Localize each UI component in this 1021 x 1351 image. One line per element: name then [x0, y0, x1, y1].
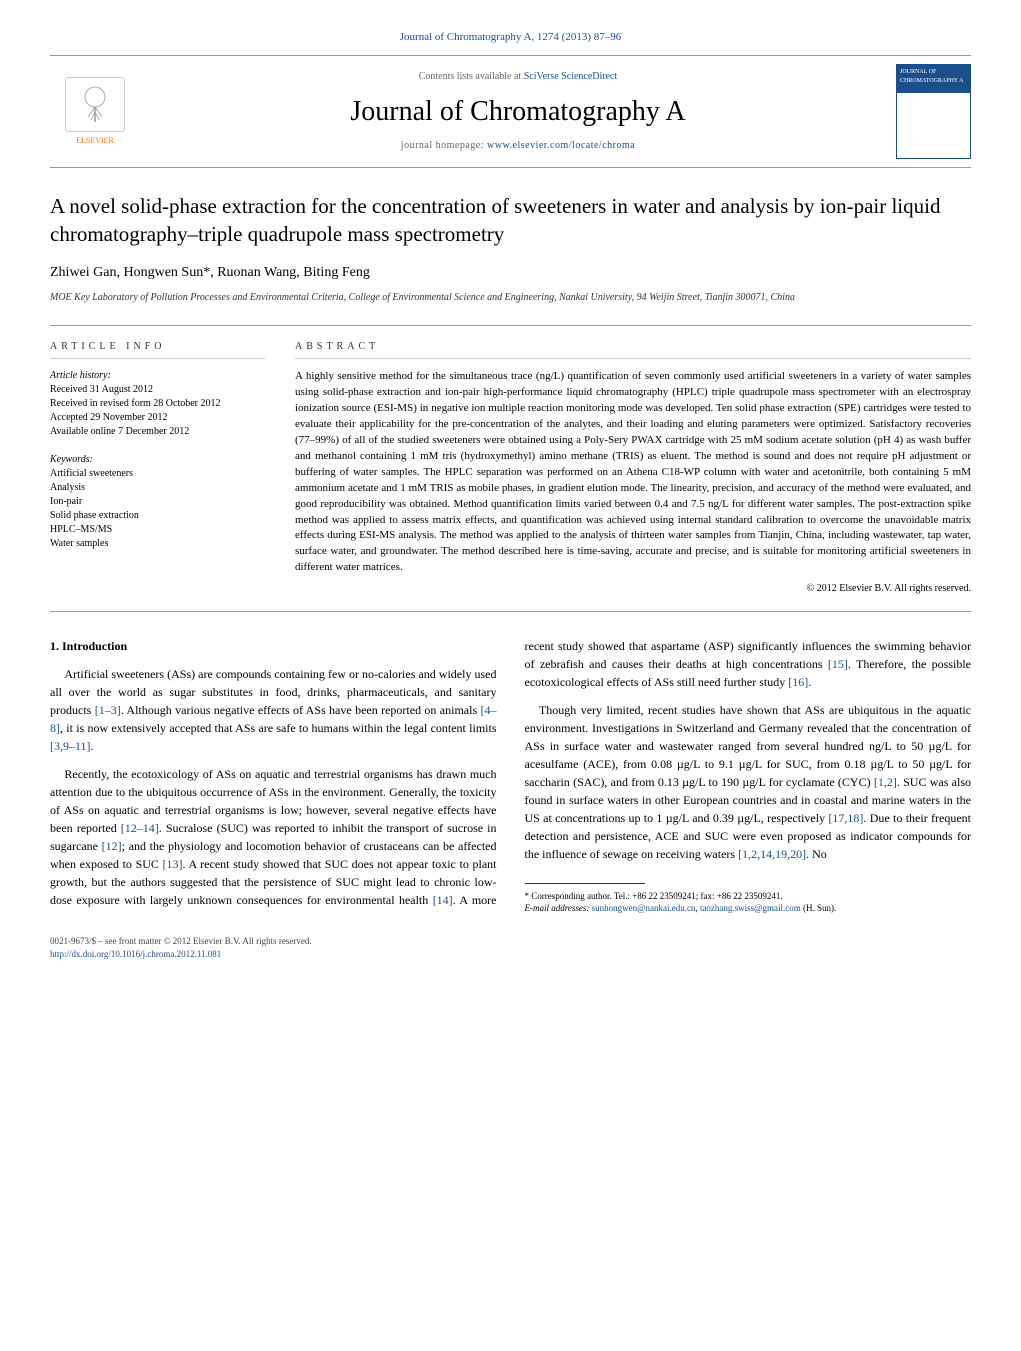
cover-title: JOURNAL OF CHROMATOGRAPHY A	[900, 69, 964, 83]
paragraph: Though very limited, recent studies have…	[525, 701, 972, 863]
history-label: Article history:	[50, 370, 111, 381]
history-block: Article history: Received 31 August 2012…	[50, 369, 265, 439]
citation-link[interactable]: [1,2]	[874, 775, 897, 789]
citation-link[interactable]: [12]	[102, 839, 122, 853]
citation-link[interactable]: [1–3]	[95, 703, 121, 717]
citation-link[interactable]: [12–14]	[121, 821, 159, 835]
abstract-heading: ABSTRACT	[295, 340, 971, 360]
running-header: Journal of Chromatography A, 1274 (2013)…	[50, 30, 971, 45]
citation-link[interactable]: [16]	[788, 675, 808, 689]
abstract-text: A highly sensitive method for the simult…	[295, 369, 971, 576]
citation-link[interactable]: Journal of Chromatography A, 1274 (2013)…	[400, 31, 622, 43]
keywords-label: Keywords:	[50, 454, 93, 465]
email-label: E-mail addresses:	[525, 903, 592, 913]
journal-cover-thumbnail: JOURNAL OF CHROMATOGRAPHY A	[896, 64, 971, 159]
sciencedirect-link[interactable]: SciVerse ScienceDirect	[524, 71, 618, 82]
body-text-span: .	[808, 675, 811, 689]
email-link[interactable]: taozhang.swiss@gmail.com	[700, 903, 801, 913]
corresponding-author-footnote: * Corresponding author. Tel.: +86 22 235…	[525, 890, 972, 915]
date-accepted: Accepted 29 November 2012	[50, 412, 167, 423]
journal-homepage: journal homepage: www.elsevier.com/locat…	[140, 139, 896, 153]
paragraph: Artificial sweeteners (ASs) are compound…	[50, 665, 497, 755]
contents-prefix: Contents lists available at	[419, 71, 524, 82]
email-line: E-mail addresses: sunhongwen@nankai.edu.…	[525, 902, 972, 915]
body-text-span: , it is now extensively accepted that AS…	[60, 721, 497, 735]
keyword: HPLC–MS/MS	[50, 524, 112, 535]
keyword: Analysis	[50, 482, 85, 493]
citation-link[interactable]: [14]	[433, 893, 453, 907]
body-text-span: . No	[806, 847, 827, 861]
keyword: Solid phase extraction	[50, 510, 139, 521]
citation-link[interactable]: [13]	[163, 857, 183, 871]
date-received: Received 31 August 2012	[50, 384, 153, 395]
citation-link[interactable]: [1,2,14,19,20]	[738, 847, 806, 861]
abstract-copyright: © 2012 Elsevier B.V. All rights reserved…	[295, 582, 971, 597]
affiliation: MOE Key Laboratory of Pollution Processe…	[50, 291, 971, 305]
citation-link[interactable]: [15]	[828, 657, 848, 671]
page-footer: 0021-9673/$ – see front matter © 2012 El…	[50, 935, 971, 960]
abstract: ABSTRACT A highly sensitive method for t…	[295, 340, 971, 597]
date-revised: Received in revised form 28 October 2012	[50, 398, 221, 409]
journal-header: ELSEVIER Contents lists available at Sci…	[50, 55, 971, 168]
keywords-block: Keywords: Artificial sweeteners Analysis…	[50, 453, 265, 551]
date-online: Available online 7 December 2012	[50, 426, 189, 437]
article-info: ARTICLE INFO Article history: Received 3…	[50, 340, 265, 597]
contents-line: Contents lists available at SciVerse Sci…	[140, 70, 896, 84]
keyword: Water samples	[50, 538, 108, 549]
citation-link[interactable]: [3,9–11]	[50, 739, 91, 753]
doi-link[interactable]: http://dx.doi.org/10.1016/j.chroma.2012.…	[50, 949, 221, 959]
article-info-heading: ARTICLE INFO	[50, 340, 265, 359]
publisher-name: ELSEVIER	[76, 135, 114, 146]
citation-link[interactable]: [17,18]	[828, 811, 863, 825]
article-title: A novel solid-phase extraction for the c…	[50, 193, 971, 248]
footnote-separator	[525, 883, 645, 884]
body-text: 1. Introduction Artificial sweeteners (A…	[50, 637, 971, 915]
keyword: Artificial sweeteners	[50, 468, 133, 479]
corr-author-line: * Corresponding author. Tel.: +86 22 235…	[525, 890, 972, 903]
keyword: Ion-pair	[50, 496, 82, 507]
journal-title: Journal of Chromatography A	[140, 92, 896, 131]
homepage-link[interactable]: www.elsevier.com/locate/chroma	[487, 140, 635, 151]
publisher-logo: ELSEVIER	[50, 67, 140, 157]
body-text-span: .	[91, 739, 94, 753]
email-tail: (H. Sun).	[801, 903, 837, 913]
section-heading-intro: 1. Introduction	[50, 637, 497, 655]
journal-center: Contents lists available at SciVerse Sci…	[140, 70, 896, 153]
info-abstract-row: ARTICLE INFO Article history: Received 3…	[50, 325, 971, 612]
author-list: Zhiwei Gan, Hongwen Sun*, Ruonan Wang, B…	[50, 263, 971, 283]
elsevier-tree-icon	[65, 77, 125, 132]
email-link[interactable]: sunhongwen@nankai.edu.cn	[592, 903, 696, 913]
homepage-prefix: journal homepage:	[401, 140, 487, 151]
body-text-span: . Although various negative effects of A…	[121, 703, 481, 717]
issn-copyright: 0021-9673/$ – see front matter © 2012 El…	[50, 935, 971, 948]
